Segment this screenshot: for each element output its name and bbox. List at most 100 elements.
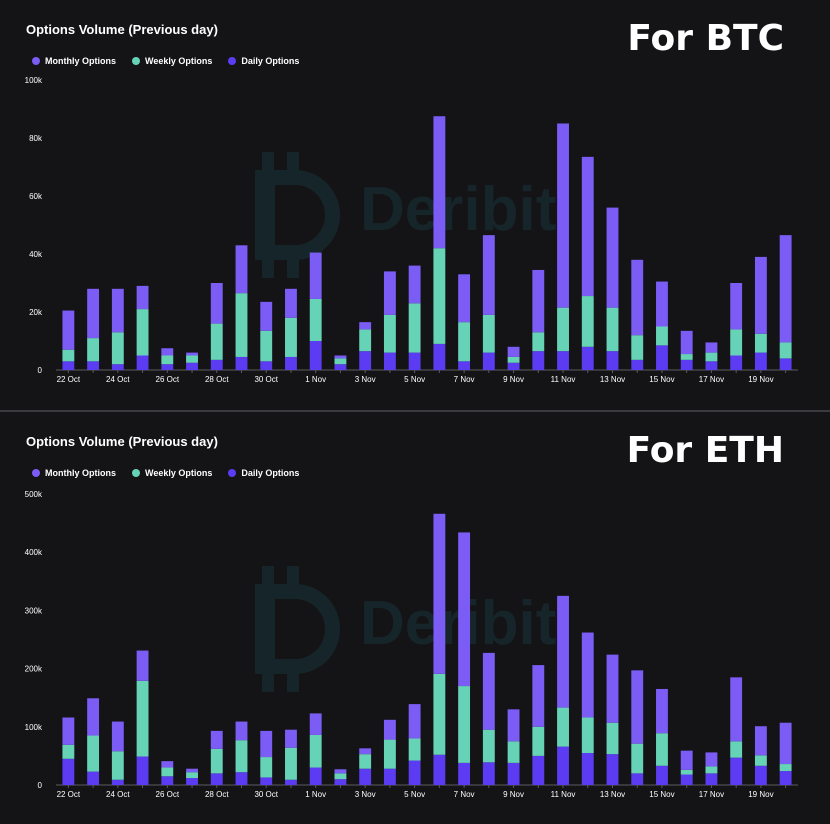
bar-segment-daily-options[interactable] xyxy=(235,772,248,785)
bar-segment-monthly-options[interactable] xyxy=(87,288,100,339)
bar-segment-monthly-options[interactable] xyxy=(62,310,75,350)
bar-segment-monthly-options[interactable] xyxy=(705,342,718,353)
bar-segment-weekly-options[interactable] xyxy=(656,326,668,346)
bar-segment-monthly-options[interactable] xyxy=(458,532,471,687)
bar-segment-weekly-options[interactable] xyxy=(458,686,471,763)
bar-segment-weekly-options[interactable] xyxy=(136,680,149,757)
bar-segment-weekly-options[interactable] xyxy=(754,755,767,766)
bar-segment-weekly-options[interactable] xyxy=(235,293,248,357)
bar-segment-daily-options[interactable] xyxy=(680,359,693,370)
bar-segment-weekly-options[interactable] xyxy=(210,323,223,360)
bar-segment-weekly-options[interactable] xyxy=(136,309,149,356)
bar-segment-weekly-options[interactable] xyxy=(260,330,273,362)
bar-segment-weekly-options[interactable] xyxy=(557,307,569,352)
bar-segment-monthly-options[interactable] xyxy=(62,717,75,745)
bar-segment-weekly-options[interactable] xyxy=(532,332,545,352)
bar-segment-weekly-options[interactable] xyxy=(285,747,297,780)
bar-segment-monthly-options[interactable] xyxy=(458,274,471,323)
bar-segment-daily-options[interactable] xyxy=(482,352,495,370)
bar-segment-daily-options[interactable] xyxy=(309,341,322,370)
bar-segment-daily-options[interactable] xyxy=(285,779,297,785)
bar-segment-monthly-options[interactable] xyxy=(359,322,372,330)
bar-segment-weekly-options[interactable] xyxy=(631,743,644,774)
bar-segment-monthly-options[interactable] xyxy=(111,721,124,752)
bar-segment-daily-options[interactable] xyxy=(285,356,297,370)
bar-segment-monthly-options[interactable] xyxy=(383,271,396,315)
legend-item-monthly[interactable]: Monthly Options xyxy=(32,56,116,66)
bar-segment-weekly-options[interactable] xyxy=(334,358,347,365)
bar-segment-weekly-options[interactable] xyxy=(507,741,520,763)
bar-segment-monthly-options[interactable] xyxy=(705,752,718,767)
bar-segment-weekly-options[interactable] xyxy=(383,314,396,353)
bar-segment-monthly-options[interactable] xyxy=(656,688,668,734)
bar-segment-daily-options[interactable] xyxy=(186,362,198,370)
bar-segment-weekly-options[interactable] xyxy=(111,751,124,780)
bar-segment-weekly-options[interactable] xyxy=(606,307,619,352)
bar-segment-monthly-options[interactable] xyxy=(482,652,495,730)
bar-segment-daily-options[interactable] xyxy=(136,756,149,785)
bar-segment-weekly-options[interactable] xyxy=(779,764,792,772)
bar-segment-monthly-options[interactable] xyxy=(111,288,124,333)
bar-segment-monthly-options[interactable] xyxy=(631,670,644,744)
bar-segment-monthly-options[interactable] xyxy=(606,654,619,723)
bar-segment-daily-options[interactable] xyxy=(408,352,421,370)
bar-segment-weekly-options[interactable] xyxy=(87,735,100,772)
bar-segment-daily-options[interactable] xyxy=(606,351,619,370)
bar-segment-monthly-options[interactable] xyxy=(285,288,297,318)
bar-segment-daily-options[interactable] xyxy=(433,754,446,785)
bar-segment-daily-options[interactable] xyxy=(383,768,396,785)
bar-segment-weekly-options[interactable] xyxy=(581,717,594,753)
bar-segment-weekly-options[interactable] xyxy=(334,773,347,780)
bar-segment-daily-options[interactable] xyxy=(631,359,644,370)
bar-segment-daily-options[interactable] xyxy=(779,771,792,785)
bar-segment-daily-options[interactable] xyxy=(705,361,718,370)
bar-segment-weekly-options[interactable] xyxy=(458,322,471,362)
bar-segment-monthly-options[interactable] xyxy=(186,768,198,773)
bar-segment-weekly-options[interactable] xyxy=(705,352,718,362)
bar-segment-weekly-options[interactable] xyxy=(383,739,396,769)
bar-segment-weekly-options[interactable] xyxy=(309,734,322,768)
bar-segment-weekly-options[interactable] xyxy=(210,748,223,774)
bar-segment-monthly-options[interactable] xyxy=(235,245,248,294)
bar-segment-daily-options[interactable] xyxy=(309,767,322,785)
bar-segment-weekly-options[interactable] xyxy=(408,738,421,761)
bar-segment-monthly-options[interactable] xyxy=(482,235,495,315)
bar-segment-daily-options[interactable] xyxy=(606,754,619,785)
bar-segment-daily-options[interactable] xyxy=(235,356,248,370)
bar-segment-monthly-options[interactable] xyxy=(730,283,743,330)
bar-segment-daily-options[interactable] xyxy=(557,746,569,785)
bar-segment-daily-options[interactable] xyxy=(507,362,520,370)
bar-segment-monthly-options[interactable] xyxy=(309,252,322,299)
bar-segment-daily-options[interactable] xyxy=(532,755,545,785)
bar-segment-weekly-options[interactable] xyxy=(235,740,248,773)
bar-segment-daily-options[interactable] xyxy=(383,352,396,370)
bar-segment-weekly-options[interactable] xyxy=(507,356,520,363)
bar-segment-monthly-options[interactable] xyxy=(779,235,792,343)
bar-segment-weekly-options[interactable] xyxy=(557,707,569,747)
bar-segment-daily-options[interactable] xyxy=(754,765,767,785)
bar-segment-monthly-options[interactable] xyxy=(532,665,545,727)
bar-segment-weekly-options[interactable] xyxy=(532,726,545,756)
bar-segment-monthly-options[interactable] xyxy=(581,632,594,718)
bar-segment-daily-options[interactable] xyxy=(161,364,174,370)
bar-segment-monthly-options[interactable] xyxy=(186,352,198,356)
bar-segment-monthly-options[interactable] xyxy=(433,513,446,674)
bar-segment-daily-options[interactable] xyxy=(754,352,767,370)
bar-segment-weekly-options[interactable] xyxy=(161,767,174,777)
bar-segment-daily-options[interactable] xyxy=(359,768,372,785)
bar-segment-weekly-options[interactable] xyxy=(606,722,619,755)
bar-segment-weekly-options[interactable] xyxy=(433,673,446,755)
bar-segment-daily-options[interactable] xyxy=(482,762,495,785)
bar-segment-monthly-options[interactable] xyxy=(408,704,421,739)
bar-segment-monthly-options[interactable] xyxy=(408,265,421,304)
bar-segment-monthly-options[interactable] xyxy=(334,355,347,359)
bar-segment-daily-options[interactable] xyxy=(62,758,75,785)
legend-item-weekly[interactable]: Weekly Options xyxy=(132,468,212,478)
bar-segment-daily-options[interactable] xyxy=(631,773,644,785)
bar-segment-weekly-options[interactable] xyxy=(581,296,594,347)
bar-segment-daily-options[interactable] xyxy=(210,773,223,785)
bar-segment-daily-options[interactable] xyxy=(62,361,75,370)
bar-segment-monthly-options[interactable] xyxy=(557,123,569,308)
bar-segment-daily-options[interactable] xyxy=(532,351,545,370)
bar-segment-monthly-options[interactable] xyxy=(581,156,594,297)
